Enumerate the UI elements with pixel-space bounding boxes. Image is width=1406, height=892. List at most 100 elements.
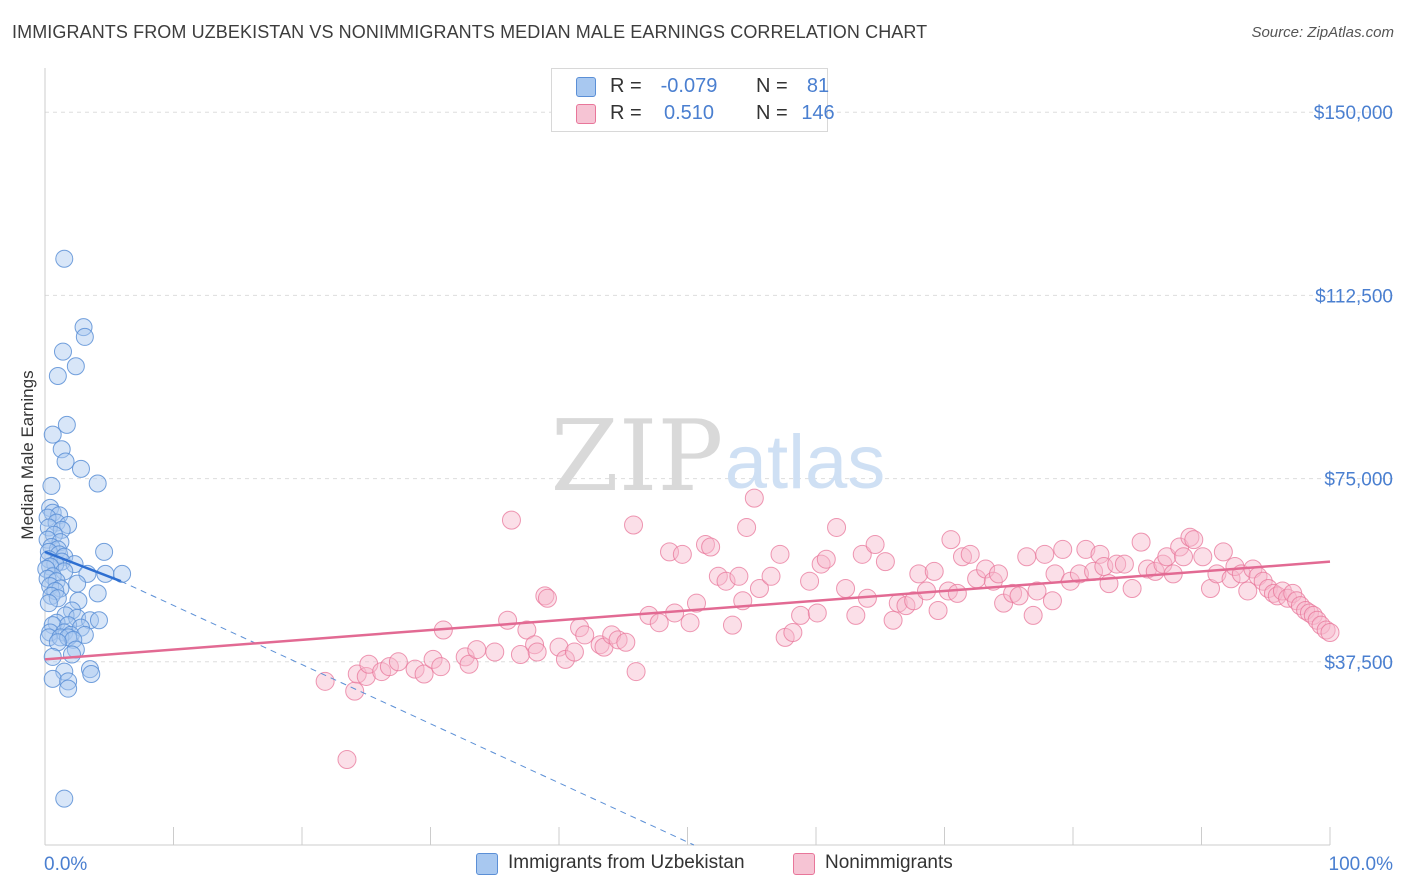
y-tick-label: $150,000 xyxy=(1314,103,1393,124)
nonimmigrants-point xyxy=(1069,564,1089,584)
uzbekistan-point xyxy=(89,611,108,630)
uzbekistan-point xyxy=(38,508,57,527)
uzbekistan-point xyxy=(113,564,132,583)
nonimmigrants-point xyxy=(337,750,357,770)
nonimmigrants-point xyxy=(865,535,885,555)
uzbekistan-point xyxy=(56,452,75,471)
nonimmigrants-point xyxy=(405,659,425,679)
nonimmigrants-point xyxy=(928,601,948,621)
nonimmigrants-point xyxy=(1107,554,1127,574)
nonimmigrants-point xyxy=(1114,554,1134,574)
legend-r-value: 0.510 xyxy=(663,102,715,124)
nonimmigrants-point xyxy=(1131,532,1151,552)
y-tick-label: $37,500 xyxy=(1324,653,1393,674)
nonimmigrants-point xyxy=(716,571,736,591)
nonimmigrants-point xyxy=(356,666,376,686)
uzbekistan-point xyxy=(43,647,62,666)
nonimmigrants-point xyxy=(501,510,521,530)
nonimmigrants-point xyxy=(672,544,692,564)
legend-swatch-blue xyxy=(576,77,596,97)
nonimmigrants-point xyxy=(737,517,757,537)
nonimmigrants-point xyxy=(836,579,856,599)
uzbekistan-point xyxy=(95,542,114,561)
uzbekistan-point xyxy=(37,559,56,578)
nonimmigrants-point xyxy=(1193,547,1213,567)
nonimmigrants-point xyxy=(517,620,537,640)
uzbekistan-point xyxy=(59,679,78,698)
nonimmigrants-point xyxy=(701,537,721,557)
nonimmigrants-point xyxy=(941,530,961,550)
nonimmigrants-point xyxy=(423,649,443,669)
nonimmigrants-point xyxy=(1076,539,1096,559)
nonimmigrants-point xyxy=(686,593,706,613)
nonimmigrants-point xyxy=(783,622,803,642)
nonimmigrants-point xyxy=(1009,586,1029,606)
nonimmigrants-point xyxy=(680,613,700,633)
nonimmigrants-point xyxy=(800,571,820,591)
uzbekistan-point xyxy=(71,459,90,478)
nonimmigrants-point xyxy=(729,566,749,586)
uzbekistan-point xyxy=(57,415,76,434)
nonimmigrants-point xyxy=(1027,581,1047,601)
uzbekistan-point xyxy=(43,669,62,688)
uzbekistan-point xyxy=(52,440,71,459)
nonimmigrants-point xyxy=(345,681,365,701)
legend-n-value: 146 xyxy=(801,102,835,124)
nonimmigrants-point xyxy=(624,515,644,535)
nonimmigrants-point xyxy=(1138,559,1158,579)
nonimmigrants-point xyxy=(947,583,967,603)
nonimmigrants-point xyxy=(527,642,547,662)
uzbekistan-point xyxy=(82,665,101,684)
nonimmigrants-point xyxy=(1174,547,1194,567)
uzbekistan-point xyxy=(42,476,61,495)
legend-n-label: N = xyxy=(756,75,788,97)
uzbekistan-point xyxy=(88,474,107,493)
nonimmigrants-point xyxy=(827,517,847,537)
nonimmigrants-point xyxy=(388,652,408,672)
uzbekistan-point xyxy=(48,367,67,386)
uzbekistan-point xyxy=(43,425,62,444)
nonimmigrants-point xyxy=(1122,579,1142,599)
nonimmigrants-point xyxy=(1090,544,1110,564)
nonimmigrants-trend-line xyxy=(44,560,1331,661)
nonimmigrants-point xyxy=(807,603,827,623)
nonimmigrants-point xyxy=(616,632,636,652)
series-name-uzbekistan: Immigrants from Uzbekistan xyxy=(508,852,745,873)
correlation-legend: R = -0.079 N = 81 R = 0.510 N = 146 xyxy=(551,68,835,132)
nonimmigrants-point xyxy=(525,635,545,655)
uzbekistan-point xyxy=(48,589,67,608)
watermark-atlas: atlas xyxy=(725,420,886,505)
nonimmigrants-point xyxy=(498,610,518,630)
nonimmigrants-point xyxy=(976,559,996,579)
y-tick-label: $75,000 xyxy=(1324,470,1393,491)
nonimmigrants-point xyxy=(485,642,505,662)
nonimmigrants-point xyxy=(846,605,866,625)
uzbekistan-point xyxy=(62,645,81,664)
x-tick-label-end: 100.0% xyxy=(1329,854,1394,875)
nonimmigrants-point xyxy=(1017,547,1037,567)
nonimmigrants-point xyxy=(695,535,715,555)
trend-lines xyxy=(44,550,1331,846)
nonimmigrants-point xyxy=(1035,544,1055,564)
nonimmigrants-point xyxy=(875,552,895,572)
nonimmigrants-point xyxy=(909,564,929,584)
nonimmigrants-point xyxy=(883,610,903,630)
nonimmigrants-point xyxy=(537,588,557,608)
nonimmigrants-point xyxy=(761,566,781,586)
nonimmigrants-point xyxy=(744,488,764,508)
tick-labels: $37,500 $75,000 $112,500 $150,000 0.0% 100.0% xyxy=(44,103,1393,875)
series-name-nonimmigrants: Nonimmigrants xyxy=(825,852,953,873)
uzbekistan-point xyxy=(55,789,74,808)
nonimmigrants-point xyxy=(1184,530,1204,550)
nonimmigrants-point xyxy=(467,640,487,660)
nonimmigrants-point xyxy=(960,544,980,564)
nonimmigrants-point xyxy=(459,654,479,674)
nonimmigrants-point xyxy=(791,605,811,625)
uzbekistan-point xyxy=(55,662,74,681)
uzbekistan-point xyxy=(55,249,74,268)
nonimmigrants-point xyxy=(1157,547,1177,567)
nonimmigrants-point xyxy=(816,549,836,569)
uzbekistan-point xyxy=(59,672,78,691)
nonimmigrants-point xyxy=(626,662,646,682)
